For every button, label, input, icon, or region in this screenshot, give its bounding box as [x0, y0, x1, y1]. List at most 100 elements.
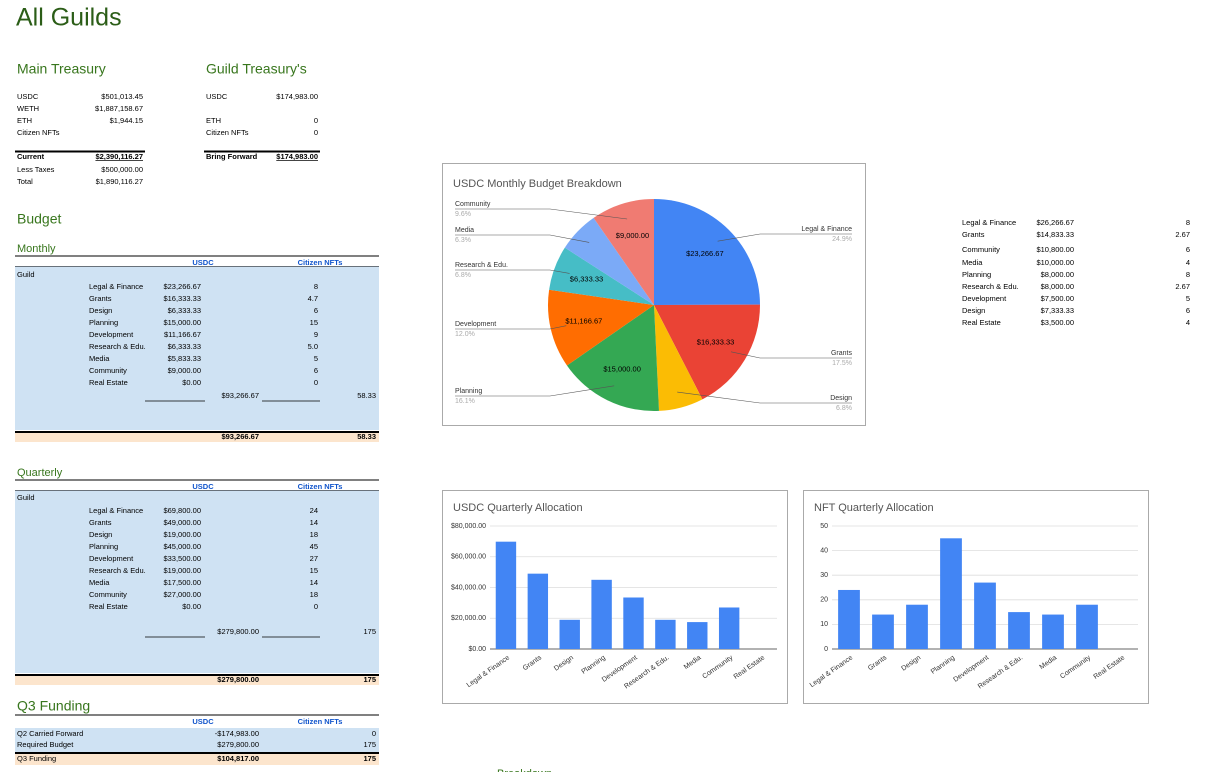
- cell-text: Real Estate: [89, 378, 128, 387]
- row-header: Guild: [17, 270, 35, 279]
- cell-fill: [15, 728, 379, 752]
- cell-text: Legal & Finance: [89, 282, 143, 291]
- cell-text: $49,000.00: [163, 518, 201, 527]
- section-heading: Monthly: [17, 243, 56, 255]
- leader-line: [455, 385, 615, 397]
- cell-text: $8,000.00: [1041, 270, 1074, 279]
- chart-title: USDC Quarterly Allocation: [453, 502, 583, 514]
- cell-text: Real Estate: [962, 318, 1001, 327]
- cell-text: 14: [310, 578, 318, 587]
- cell-fill: [15, 266, 379, 430]
- leader-line: [677, 391, 852, 404]
- y-tick-label: 10: [820, 621, 828, 628]
- leader-line: [455, 208, 628, 220]
- cell-text: 8: [314, 282, 318, 291]
- cell-fill: [15, 753, 379, 765]
- page-title: All Guilds: [16, 4, 122, 32]
- pie-slice: [566, 305, 659, 411]
- bar: [872, 614, 894, 649]
- cell-text: Community: [89, 590, 127, 599]
- cell-text: Media: [89, 578, 110, 587]
- cell-text: $69,800.00: [163, 506, 201, 515]
- percent-label: 24.9%: [832, 236, 852, 243]
- bar: [838, 589, 860, 649]
- cell-text: 175: [363, 740, 376, 749]
- section-heading: Main Treasury: [17, 61, 106, 77]
- cell-text: $0.00: [182, 378, 201, 387]
- cell-text: $11,166.67: [164, 330, 201, 339]
- bar: [655, 619, 676, 649]
- legend-label: Research & Edu.: [455, 262, 508, 269]
- cell-text: $93,266.67: [221, 432, 259, 441]
- cell-text: $14,833.33: [1036, 230, 1074, 239]
- cell-text: 27: [310, 554, 318, 563]
- cell-text: $93,266.67: [221, 391, 259, 400]
- section-heading: Q3 Funding: [17, 698, 90, 714]
- cell-text: Development: [89, 330, 134, 339]
- cell-text: $279,800.00: [217, 675, 259, 684]
- cell-fill: [15, 675, 379, 685]
- cell-text: Research & Edu.: [962, 282, 1019, 291]
- cell-text: $279,800.00: [217, 740, 259, 749]
- y-tick-label: $20,000.00: [451, 615, 486, 622]
- cell-text: $1,944.15: [110, 116, 143, 125]
- pie-slice: [564, 217, 654, 305]
- legend-label: Legal & Finance: [801, 226, 852, 233]
- y-tick-label: $60,000.00: [451, 554, 486, 561]
- bar: [906, 604, 928, 649]
- cell-text: 0: [314, 602, 318, 611]
- cell-text: $174,983.00: [276, 152, 318, 161]
- percent-label: 6.8%: [455, 272, 471, 279]
- cell-text: $6,333.33: [168, 342, 201, 351]
- y-tick-label: $40,000.00: [451, 584, 486, 591]
- cell-text: $3,500.00: [1041, 318, 1074, 327]
- y-tick-label: 50: [820, 523, 828, 530]
- cell-text: 45: [310, 542, 318, 551]
- bar: [974, 582, 996, 649]
- cell-text: Development: [89, 554, 134, 563]
- column-header: USDC: [192, 258, 214, 267]
- percent-label: 12.0%: [455, 331, 475, 338]
- cell-text: $17,500.00: [163, 578, 201, 587]
- cell-text: 175: [363, 675, 376, 684]
- leader-line: [455, 269, 570, 274]
- cell-text: -$174,983.00: [215, 729, 259, 738]
- cell-text: Grants: [89, 518, 112, 527]
- cell-text: 14: [310, 518, 318, 527]
- cell-text: $6,333.33: [168, 306, 201, 315]
- cell-text: Citizen NFTs: [206, 128, 249, 137]
- cell-text: $501,013.45: [101, 92, 143, 101]
- cell-text: Planning: [89, 542, 118, 551]
- cell-text: 0: [314, 128, 318, 137]
- cell-text: $10,800.00: [1036, 245, 1074, 254]
- cell-text: 6: [314, 366, 318, 375]
- cell-text: 6: [1186, 245, 1190, 254]
- cell-text: Current: [17, 152, 45, 161]
- cell-text: Less Taxes: [17, 165, 55, 174]
- cell-text: 0: [372, 729, 376, 738]
- cell-text: 175: [363, 754, 376, 763]
- percent-label: 6.3%: [455, 237, 471, 244]
- legend-label: Development: [455, 321, 496, 328]
- cell-text: Community: [89, 366, 127, 375]
- bar: [940, 538, 962, 649]
- chart-title: NFT Quarterly Allocation: [814, 502, 934, 514]
- cell-text: Legal & Finance: [962, 218, 1016, 227]
- bar: [527, 573, 549, 649]
- cell-text: Community: [962, 245, 1000, 254]
- cell-text: Media: [89, 354, 110, 363]
- bar: [1042, 614, 1064, 649]
- cell-text: $23,266.67: [163, 282, 201, 291]
- cell-text: 58.33: [357, 391, 376, 400]
- cell-text: Design: [89, 306, 112, 315]
- cell-text: Total: [17, 177, 33, 186]
- cell-text: 18: [310, 590, 318, 599]
- cell-text: 6: [314, 306, 318, 315]
- pie-slice: [549, 247, 654, 305]
- cell-text: 58.33: [357, 432, 376, 441]
- cell-text: $16,333.33: [163, 294, 201, 303]
- cell-text: 175: [363, 627, 376, 636]
- bar: [718, 607, 740, 649]
- pie-slice: [654, 304, 760, 400]
